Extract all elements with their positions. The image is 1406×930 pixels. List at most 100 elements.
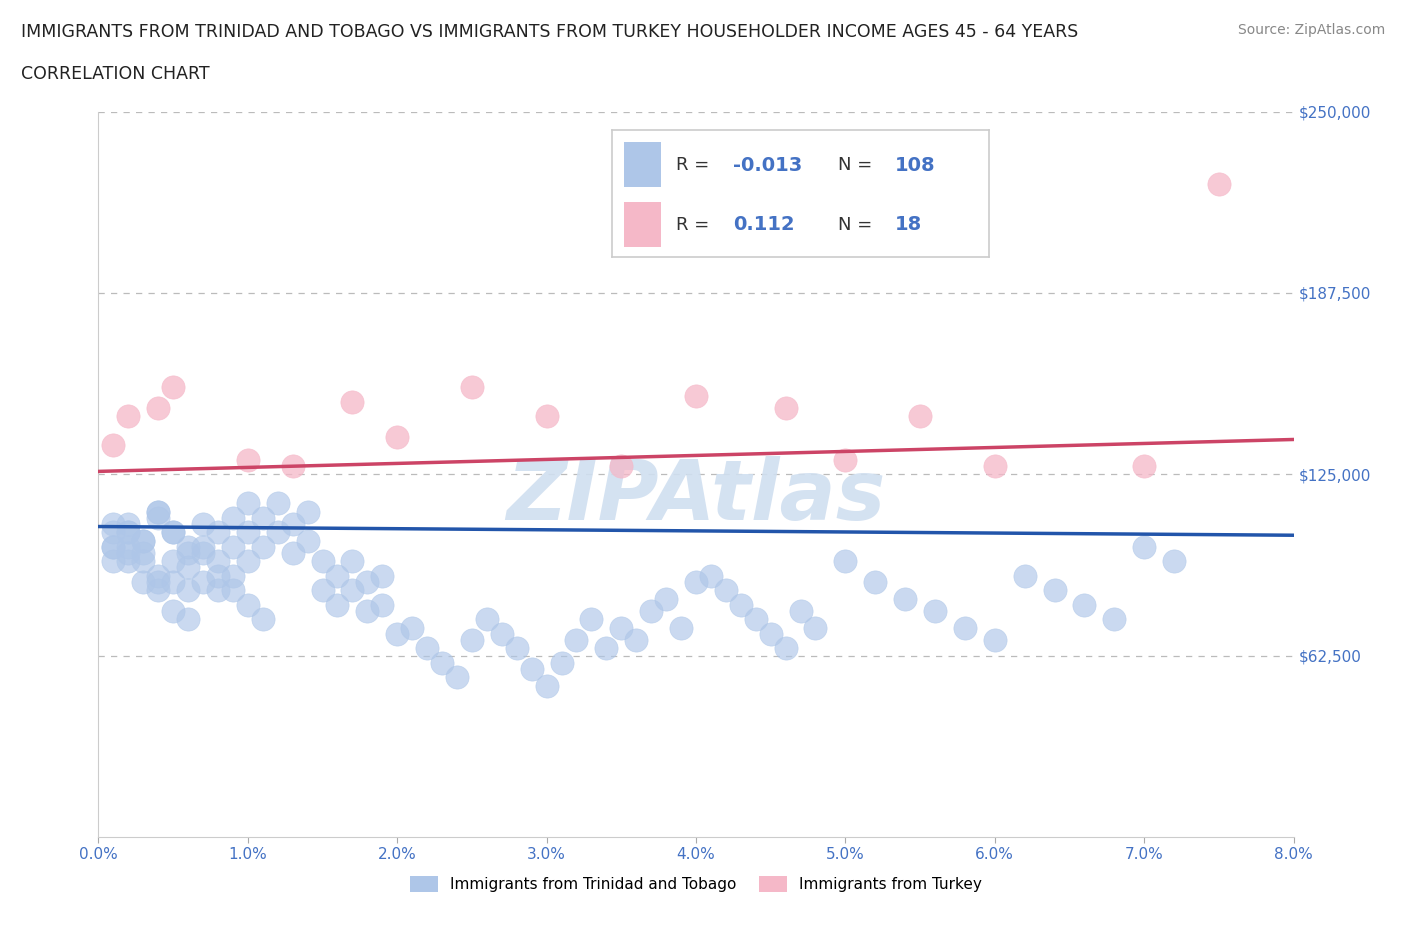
Point: [984, 632, 1007, 647]
Point: [626, 632, 648, 647]
Point: [103, 554, 125, 569]
Point: [191, 574, 214, 589]
Point: [281, 545, 304, 560]
Point: [132, 574, 155, 589]
Point: [385, 627, 409, 642]
Point: [236, 525, 259, 539]
Point: [117, 545, 139, 560]
Point: [775, 400, 797, 415]
Point: [1133, 539, 1156, 554]
Point: [148, 574, 170, 589]
Point: [117, 516, 139, 531]
Point: [297, 534, 319, 549]
Point: [506, 641, 529, 656]
Text: IMMIGRANTS FROM TRINIDAD AND TOBAGO VS IMMIGRANTS FROM TURKEY HOUSEHOLDER INCOME: IMMIGRANTS FROM TRINIDAD AND TOBAGO VS I…: [21, 23, 1078, 41]
Point: [117, 525, 139, 539]
Point: [385, 429, 409, 444]
Point: [103, 525, 125, 539]
Point: [162, 525, 184, 539]
Point: [416, 641, 439, 656]
Point: [342, 394, 364, 409]
Point: [1163, 554, 1185, 569]
Point: [222, 539, 245, 554]
Point: [342, 554, 364, 569]
Legend: Immigrants from Trinidad and Tobago, Immigrants from Turkey: Immigrants from Trinidad and Tobago, Imm…: [404, 870, 988, 898]
Point: [610, 458, 633, 473]
Point: [924, 604, 946, 618]
Point: [267, 496, 290, 511]
Point: [550, 656, 572, 671]
Point: [1014, 568, 1036, 583]
Point: [281, 516, 304, 531]
Point: [581, 612, 603, 627]
Point: [177, 583, 200, 598]
Point: [1104, 612, 1126, 627]
Point: [162, 574, 184, 589]
Point: [894, 591, 917, 606]
Point: [326, 568, 349, 583]
Point: [371, 597, 394, 612]
Point: [311, 583, 333, 598]
Point: [236, 496, 259, 511]
Point: [148, 505, 170, 520]
Point: [162, 379, 184, 394]
Point: [162, 554, 184, 569]
Point: [326, 597, 349, 612]
Point: [536, 679, 558, 694]
Point: [177, 545, 200, 560]
Point: [191, 545, 214, 560]
Point: [207, 583, 229, 598]
Point: [595, 641, 617, 656]
Point: [207, 554, 229, 569]
Point: [685, 574, 707, 589]
Point: [536, 409, 558, 424]
Point: [162, 525, 184, 539]
Point: [655, 591, 678, 606]
Point: [610, 620, 633, 635]
Point: [177, 539, 200, 554]
Point: [148, 505, 170, 520]
Point: [132, 534, 155, 549]
Point: [430, 656, 453, 671]
Point: [461, 632, 484, 647]
Point: [953, 620, 976, 635]
Point: [669, 620, 692, 635]
Point: [565, 632, 588, 647]
Point: [461, 379, 484, 394]
Point: [700, 568, 723, 583]
Point: [117, 525, 139, 539]
Point: [148, 511, 170, 525]
Point: [207, 525, 229, 539]
Point: [177, 560, 200, 575]
Point: [132, 545, 155, 560]
Point: [1043, 583, 1066, 598]
Point: [789, 604, 811, 618]
Point: [714, 583, 737, 598]
Point: [148, 583, 170, 598]
Point: [191, 516, 214, 531]
Point: [1133, 458, 1156, 473]
Point: [356, 604, 378, 618]
Point: [745, 612, 768, 627]
Point: [984, 458, 1007, 473]
Point: [520, 661, 543, 676]
Point: [117, 539, 139, 554]
Point: [297, 505, 319, 520]
Point: [775, 641, 797, 656]
Point: [759, 627, 782, 642]
Point: [834, 554, 856, 569]
Point: [252, 612, 274, 627]
Point: [191, 539, 214, 554]
Point: [342, 583, 364, 598]
Point: [132, 534, 155, 549]
Point: [222, 511, 245, 525]
Point: [207, 568, 229, 583]
Point: [371, 568, 394, 583]
Point: [117, 554, 139, 569]
Text: ZIPAtlas: ZIPAtlas: [506, 456, 886, 537]
Text: Source: ZipAtlas.com: Source: ZipAtlas.com: [1237, 23, 1385, 37]
Point: [685, 389, 707, 404]
Point: [148, 400, 170, 415]
Point: [475, 612, 498, 627]
Point: [252, 539, 274, 554]
